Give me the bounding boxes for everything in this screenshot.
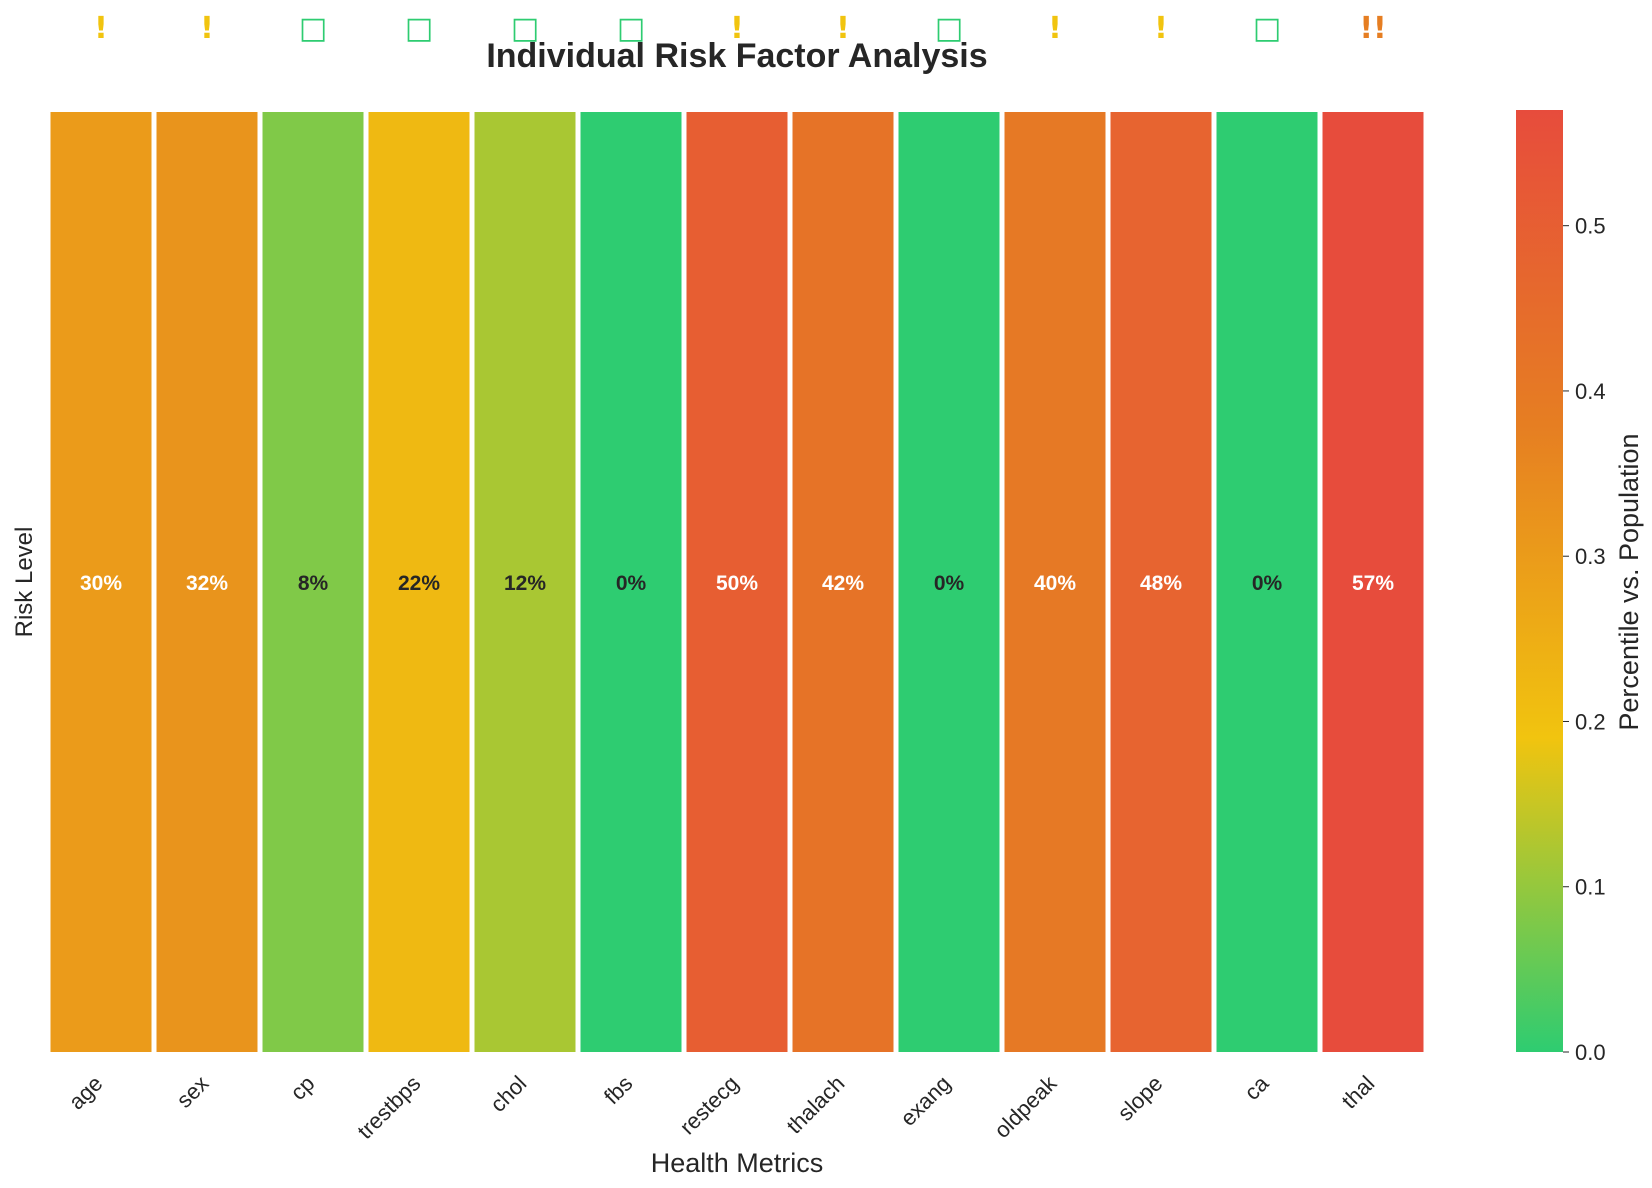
colorbar-tick-label: 0.2 — [1575, 709, 1606, 734]
colorbar-tick-label: 0.4 — [1575, 379, 1606, 404]
x-tick-label: cp — [285, 1071, 319, 1105]
risk-marker: !! — [1359, 11, 1386, 46]
heatmap-cell-thal — [1322, 112, 1424, 1052]
x-tick-label: thal — [1337, 1071, 1380, 1114]
heatmap-cell-restecg — [686, 112, 788, 1052]
cell-value-label: 8% — [298, 572, 329, 595]
colorbar-tick-label: 0.0 — [1575, 1040, 1606, 1065]
risk-marker: □ — [617, 11, 645, 46]
y-axis-label: Risk Level — [11, 527, 38, 638]
risk-marker: □ — [511, 11, 539, 46]
risk-marker: □ — [405, 11, 433, 46]
x-tick-label: oldpeak — [989, 1070, 1062, 1143]
cell-value-label: 32% — [186, 572, 228, 595]
cell-value-label: 42% — [822, 572, 864, 595]
risk-marker: ! — [836, 11, 850, 46]
cell-value-label: 40% — [1034, 572, 1076, 595]
heatmap-cell-sex — [156, 112, 258, 1052]
x-tick-label: fbs — [599, 1071, 637, 1109]
x-tick-label: ca — [1239, 1070, 1274, 1105]
cell-value-label: 30% — [80, 572, 122, 595]
x-tick-label: chol — [485, 1071, 531, 1117]
colorbar-label: Percentile vs. Population — [1614, 433, 1644, 730]
risk-marker: ! — [1048, 11, 1062, 46]
risk-marker: ! — [1154, 11, 1168, 46]
risk-marker: □ — [1253, 11, 1281, 46]
x-tick-labels: age sex cp trestbps chol fbs restecg thalach exa… — [64, 1070, 1380, 1144]
risk-marker: ! — [94, 11, 108, 46]
heatmap-cell-trestbps — [368, 112, 470, 1052]
heatmap-cell-exang — [898, 112, 1000, 1052]
cell-value-label: 50% — [716, 572, 758, 595]
x-tick-label: restecg — [675, 1071, 744, 1140]
x-tick-label: thalach — [782, 1071, 850, 1139]
colorbar — [1516, 110, 1563, 1052]
x-tick-label: sex — [172, 1071, 214, 1113]
x-tick-label: age — [64, 1071, 108, 1115]
cell-value-label: 48% — [1140, 572, 1182, 595]
risk-marker: ! — [730, 11, 744, 46]
cell-value-label: 0% — [1252, 572, 1283, 595]
heatmap-cell-age — [50, 112, 152, 1052]
cell-value-label: 57% — [1352, 572, 1394, 595]
risk-markers: !! □ □ □ □!! □!! □!! — [94, 11, 1387, 46]
x-tick-label: slope — [1113, 1071, 1168, 1126]
heatmap-cell-slope — [1110, 112, 1212, 1052]
x-tick-label: exang — [895, 1071, 955, 1131]
cell-value-label: 0% — [616, 572, 647, 595]
colorbar-tick-label: 0.5 — [1575, 214, 1606, 239]
risk-marker: ! — [200, 11, 214, 46]
colorbar-tick-label: 0.1 — [1575, 875, 1606, 900]
heatmap-cells: 30% 32% 8% 22% 12% 0% 50% 42% 0% 40% 48% 0% 57% — [50, 112, 1424, 1052]
heatmap-cell-cp — [262, 112, 364, 1052]
heatmap-cell-oldpeak — [1004, 112, 1106, 1052]
heatmap-cell-chol — [474, 112, 576, 1052]
x-tick-label: trestbps — [352, 1071, 425, 1144]
colorbar-tick-label: 0.3 — [1575, 544, 1606, 569]
cell-value-label: 12% — [504, 572, 546, 595]
heatmap-cell-ca — [1216, 112, 1318, 1052]
x-axis-label: Health Metrics — [651, 1148, 824, 1178]
risk-marker: □ — [935, 11, 963, 46]
cell-value-label: 0% — [934, 572, 965, 595]
cell-value-label: 22% — [398, 572, 440, 595]
chart-title: Individual Risk Factor Analysis — [486, 37, 987, 75]
risk-marker: □ — [299, 11, 327, 46]
colorbar-ticks: 0.0 0.1 0.2 0.3 0.4 0.5 — [1563, 214, 1606, 1065]
heatmap-cell-thalach — [792, 112, 894, 1052]
heatmap-cell-fbs — [580, 112, 682, 1052]
